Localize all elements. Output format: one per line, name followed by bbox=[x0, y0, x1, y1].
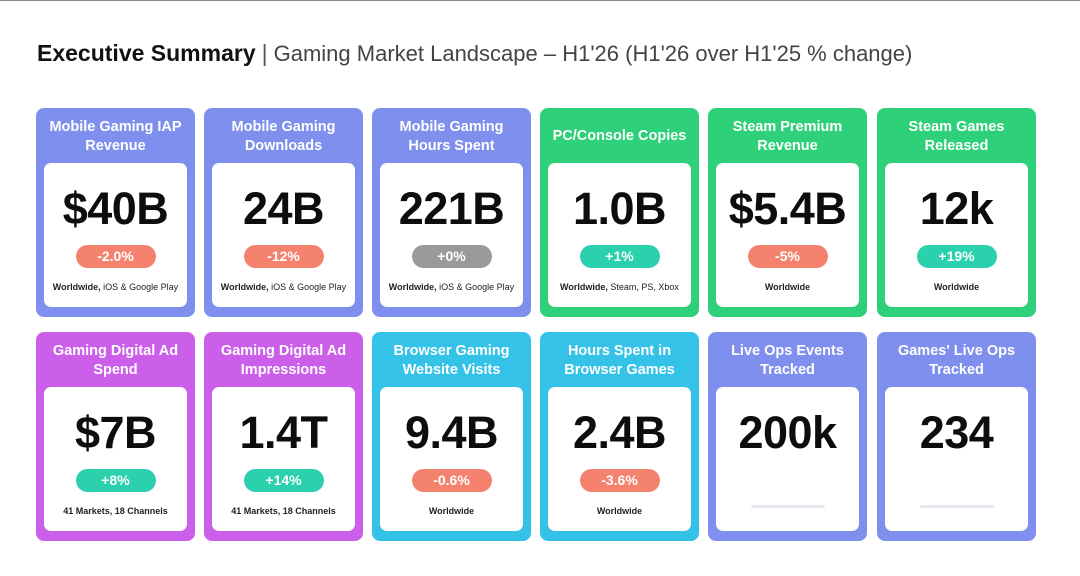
card-body: 2.4B -3.6% Worldwide bbox=[548, 387, 691, 531]
footnote-bold: 41 Markets, 18 Channels bbox=[63, 506, 168, 516]
placeholder-dash bbox=[750, 505, 825, 508]
kpi-card-mobile-downloads: Mobile Gaming Downloads 24B -12% Worldwi… bbox=[204, 108, 363, 317]
kpi-card-pc-console-copies: PC/Console Copies 1.0B +1% Worldwide, St… bbox=[540, 108, 699, 317]
footnote-bold: Worldwide, bbox=[560, 282, 608, 292]
card-title: Games' Live Ops Tracked bbox=[897, 342, 1016, 378]
card-title: Gaming Digital Ad Impressions bbox=[220, 342, 347, 378]
card-title: Steam Games Released bbox=[908, 118, 1005, 154]
change-badge: +0% bbox=[411, 245, 492, 268]
card-body: 221B +0% Worldwide, iOS & Google Play bbox=[380, 163, 523, 307]
footnote-text: iOS & Google Play bbox=[100, 282, 179, 292]
card-footnote: Worldwide, iOS & Google Play bbox=[221, 282, 346, 292]
card-body: 12k +19% Worldwide bbox=[885, 163, 1028, 307]
change-badge: -5% bbox=[747, 245, 828, 268]
card-body: 1.0B +1% Worldwide, Steam, PS, Xbox bbox=[548, 163, 691, 307]
placeholder-dash bbox=[919, 505, 994, 508]
footnote-bold: Worldwide, bbox=[388, 282, 437, 292]
change-badge: -0.6% bbox=[411, 469, 492, 492]
card-footnote: Worldwide bbox=[765, 282, 810, 292]
card-body: $40B -2.0% Worldwide, iOS & Google Play bbox=[44, 163, 187, 307]
card-title: Live Ops Events Tracked bbox=[731, 342, 844, 378]
card-title: Mobile Gaming IAP Revenue bbox=[49, 118, 182, 154]
card-body: 234 bbox=[885, 387, 1028, 531]
kpi-value: 12k bbox=[919, 183, 994, 234]
page-subtitle: Gaming Market Landscape – H1'26 (H1'26 o… bbox=[273, 41, 913, 66]
change-badge: -12% bbox=[243, 245, 324, 268]
card-title: Steam Premium Revenue bbox=[732, 118, 843, 154]
title-separator: | bbox=[261, 40, 268, 66]
kpi-card-browser-website-visits: Browser Gaming Website Visits 9.4B -0.6%… bbox=[372, 332, 531, 541]
card-footnote: Worldwide, iOS & Google Play bbox=[389, 282, 514, 292]
kpi-value: $40B bbox=[62, 183, 169, 234]
footnote-bold: 41 Markets, 18 Channels bbox=[231, 506, 336, 516]
kpi-value: 1.4T bbox=[239, 407, 328, 458]
footnote-bold: Worldwide, bbox=[220, 282, 269, 292]
kpi-value: 1.0B bbox=[572, 183, 667, 234]
change-badge: +1% bbox=[579, 245, 660, 268]
kpi-value: 200k bbox=[738, 407, 837, 458]
card-footnote: Worldwide bbox=[429, 506, 474, 516]
kpi-value: 9.4B bbox=[404, 407, 499, 458]
kpi-value: 221B bbox=[398, 183, 505, 234]
card-body: $7B +8% 41 Markets, 18 Channels bbox=[44, 387, 187, 531]
kpi-value: 24B bbox=[242, 183, 325, 234]
footnote-bold: Worldwide bbox=[428, 506, 475, 516]
card-title: Gaming Digital Ad Spend bbox=[52, 342, 179, 378]
footnote-text: iOS & Google Play bbox=[268, 282, 347, 292]
page-title: Executive Summary bbox=[37, 40, 256, 66]
change-badge: -2.0% bbox=[75, 245, 156, 268]
card-footnote: Worldwide, Steam, PS, Xbox bbox=[560, 282, 679, 292]
card-footnote: Worldwide, iOS & Google Play bbox=[53, 282, 178, 292]
card-body: $5.4B -5% Worldwide bbox=[716, 163, 859, 307]
card-body: 9.4B -0.6% Worldwide bbox=[380, 387, 523, 531]
card-body: 24B -12% Worldwide, iOS & Google Play bbox=[212, 163, 355, 307]
change-badge: +19% bbox=[916, 245, 997, 268]
card-footnote: Worldwide bbox=[597, 506, 642, 516]
card-body: 200k bbox=[716, 387, 859, 531]
change-badge: +14% bbox=[243, 469, 324, 492]
card-title: PC/Console Copies bbox=[552, 128, 687, 144]
kpi-grid: Mobile Gaming IAP Revenue $40B -2.0% Wor… bbox=[36, 108, 1038, 541]
kpi-card-mobile-iap-revenue: Mobile Gaming IAP Revenue $40B -2.0% Wor… bbox=[36, 108, 195, 317]
kpi-card-steam-premium-revenue: Steam Premium Revenue $5.4B -5% Worldwid… bbox=[708, 108, 867, 317]
kpi-value: 234 bbox=[919, 407, 994, 458]
top-divider bbox=[0, 0, 1080, 1]
card-body: 1.4T +14% 41 Markets, 18 Channels bbox=[212, 387, 355, 531]
change-badge: -3.6% bbox=[579, 469, 660, 492]
change-badge: +8% bbox=[75, 469, 156, 492]
card-title: Mobile Gaming Downloads bbox=[231, 118, 336, 154]
footnote-bold: Worldwide bbox=[596, 506, 643, 516]
footnote-bold: Worldwide, bbox=[52, 282, 101, 292]
card-title: Hours Spent in Browser Games bbox=[564, 342, 675, 378]
kpi-card-games-live-ops: Games' Live Ops Tracked 234 bbox=[877, 332, 1036, 541]
footnote-text: iOS & Google Play bbox=[436, 282, 515, 292]
kpi-card-digital-ad-impressions: Gaming Digital Ad Impressions 1.4T +14% … bbox=[204, 332, 363, 541]
footnote-bold: Worldwide bbox=[933, 282, 980, 292]
kpi-card-steam-games-released: Steam Games Released 12k +19% Worldwide bbox=[877, 108, 1036, 317]
kpi-card-mobile-hours-spent: Mobile Gaming Hours Spent 221B +0% World… bbox=[372, 108, 531, 317]
kpi-card-browser-hours-spent: Hours Spent in Browser Games 2.4B -3.6% … bbox=[540, 332, 699, 541]
card-footnote: 41 Markets, 18 Channels bbox=[231, 506, 336, 516]
kpi-value: 2.4B bbox=[572, 407, 667, 458]
page-header: Executive Summary | Gaming Market Landsc… bbox=[37, 40, 912, 74]
kpi-card-digital-ad-spend: Gaming Digital Ad Spend $7B +8% 41 Marke… bbox=[36, 332, 195, 541]
card-title: Mobile Gaming Hours Spent bbox=[399, 118, 504, 154]
footnote-text: Steam, PS, Xbox bbox=[607, 282, 679, 292]
card-title: Browser Gaming Website Visits bbox=[393, 342, 510, 378]
kpi-value: $7B bbox=[74, 407, 157, 458]
kpi-card-live-ops-events: Live Ops Events Tracked 200k bbox=[708, 332, 867, 541]
footnote-bold: Worldwide bbox=[764, 282, 811, 292]
card-footnote: Worldwide bbox=[934, 282, 979, 292]
kpi-value: $5.4B bbox=[728, 183, 847, 234]
card-footnote: 41 Markets, 18 Channels bbox=[63, 506, 168, 516]
